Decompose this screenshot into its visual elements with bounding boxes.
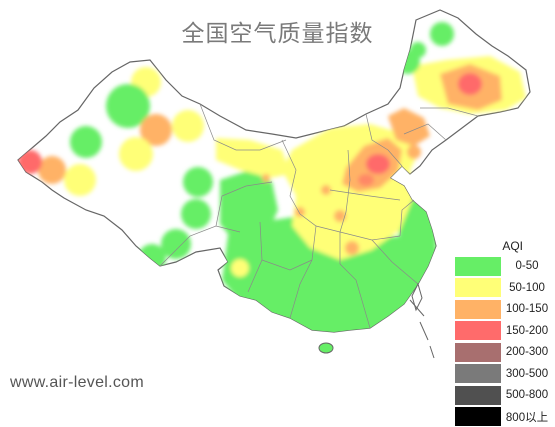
aqi-zone-harbin-red bbox=[458, 73, 482, 95]
legend-label: 150-200 bbox=[501, 325, 553, 337]
legend-item: 800以上 bbox=[455, 406, 553, 427]
legend-item: 150-200 bbox=[455, 320, 553, 342]
map-title: 全国空气质量指数 bbox=[0, 14, 555, 48]
south-china-sea-dashes bbox=[410, 300, 434, 358]
legend-item: 0-50 bbox=[455, 255, 553, 277]
site-watermark: www.air-level.com bbox=[10, 374, 144, 392]
legend-item: 50-100 bbox=[455, 277, 553, 299]
legend-swatch bbox=[455, 364, 501, 383]
legend-label: 50-100 bbox=[501, 282, 553, 294]
hainan-island bbox=[319, 343, 333, 353]
aqi-zone-hebei-red bbox=[366, 154, 390, 174]
legend-item: 300-500 bbox=[455, 363, 553, 385]
aqi-legend: AQI 0-50 50-100 100-150 150-200 200-300 300-5… bbox=[455, 238, 553, 427]
legend-item: 500-800 bbox=[455, 384, 553, 406]
legend-label: 200-300 bbox=[501, 346, 553, 358]
legend-swatch bbox=[455, 300, 501, 319]
legend-swatch bbox=[455, 407, 501, 426]
legend-swatch bbox=[455, 321, 501, 340]
legend-label: 0-50 bbox=[501, 260, 553, 272]
legend-swatch bbox=[455, 278, 501, 297]
legend-label: 100-150 bbox=[501, 303, 553, 315]
legend-label: 800以上 bbox=[501, 409, 553, 425]
legend-swatch bbox=[455, 343, 501, 362]
legend-swatch bbox=[455, 386, 501, 405]
legend-item: 100-150 bbox=[455, 298, 553, 320]
legend-item: 200-300 bbox=[455, 341, 553, 363]
legend-swatch bbox=[455, 257, 501, 276]
legend-title: AQI bbox=[455, 238, 553, 255]
legend-label: 500-800 bbox=[501, 389, 553, 401]
legend-label: 300-500 bbox=[501, 368, 553, 380]
